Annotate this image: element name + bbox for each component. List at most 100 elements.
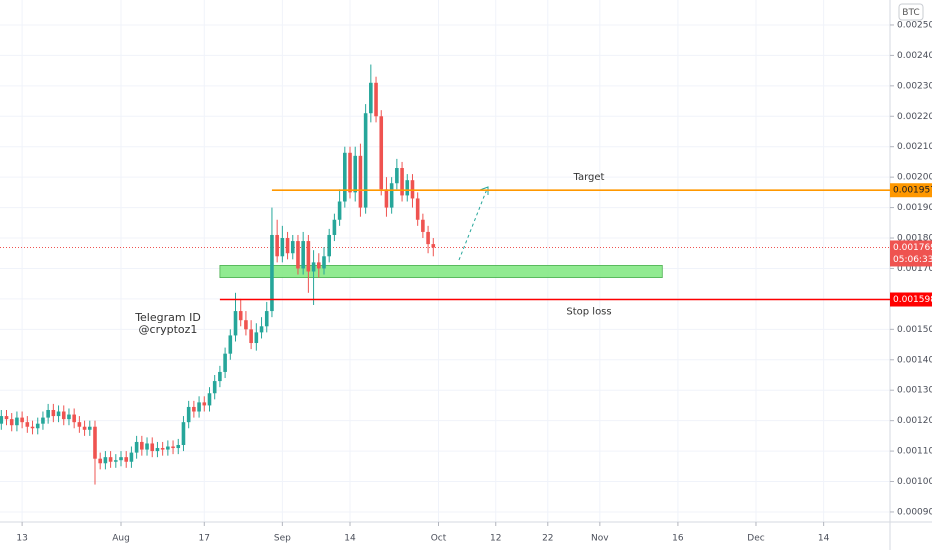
- price-tag-label: 0.001957: [893, 186, 932, 196]
- x-tick-label: Aug: [112, 534, 130, 544]
- candle-body: [233, 311, 238, 336]
- projection-arrow: [458, 186, 489, 261]
- candle-body: [301, 241, 305, 269]
- level-name: Stop loss: [566, 307, 611, 318]
- candle-body: [275, 234, 279, 257]
- candle-body: [270, 234, 274, 312]
- candle-body: [249, 329, 253, 344]
- candle-body: [374, 82, 378, 117]
- candle-body: [197, 402, 201, 412]
- candle-body: [254, 332, 259, 344]
- candle-body: [389, 183, 394, 208]
- candle-body: [410, 180, 415, 199]
- support-zone: [219, 265, 663, 278]
- currency-box[interactable]: [898, 3, 924, 21]
- candle-body: [431, 244, 436, 248]
- candle-body: [4, 416, 9, 420]
- candle-body: [353, 155, 358, 193]
- candle-body: [9, 419, 14, 426]
- candle-body: [72, 414, 76, 423]
- candle-body: [87, 426, 92, 430]
- candle-body: [15, 417, 19, 426]
- countdown: 05:06:33: [893, 255, 932, 265]
- price-tag: [890, 183, 932, 198]
- candle-body: [171, 446, 175, 449]
- candle-body: [56, 411, 61, 417]
- candle-body: [212, 381, 217, 394]
- x-tick-label: 14: [344, 534, 356, 544]
- candle-body: [134, 441, 139, 453]
- candle-body: [202, 402, 207, 406]
- candle-body: [51, 409, 56, 417]
- candle-body: [108, 457, 113, 462]
- candle-body: [20, 417, 24, 423]
- level-name: Target: [573, 172, 605, 183]
- candle-body: [332, 219, 337, 235]
- candle-body: [155, 448, 160, 452]
- candle-body: [30, 426, 35, 429]
- candle-body: [337, 201, 342, 220]
- candle-body: [238, 311, 243, 321]
- candle-body: [264, 311, 269, 327]
- candle-body: [166, 446, 170, 450]
- candle-body: [46, 409, 50, 418]
- candle-body: [140, 441, 144, 450]
- grid: [0, 0, 890, 522]
- candle-body: [421, 219, 425, 232]
- candle-body: [400, 168, 404, 196]
- candle-body: [322, 256, 326, 269]
- candle-body: [192, 406, 196, 412]
- annotation-text: @cryptoz1: [139, 323, 198, 336]
- candle-body: [61, 411, 66, 420]
- candle-body: [145, 443, 149, 450]
- candle-body: [218, 371, 222, 382]
- candle-body: [343, 152, 347, 202]
- price-tag: [890, 240, 932, 267]
- candle-body: [129, 452, 134, 462]
- candle-body: [119, 457, 123, 461]
- candle-body: [67, 414, 71, 420]
- candle-body: [379, 116, 384, 190]
- x-tick-label: 16: [672, 534, 684, 544]
- candle-body: [176, 444, 181, 449]
- x-tick-label: 17: [199, 534, 210, 544]
- arrow-head: [479, 186, 489, 195]
- candle-body: [0, 416, 4, 424]
- candle-body: [348, 152, 352, 193]
- candle-body: [25, 422, 30, 427]
- candle-body: [395, 168, 399, 184]
- candle-body: [369, 82, 373, 114]
- x-tick-label: Nov: [591, 534, 609, 544]
- price-tag: [890, 292, 932, 307]
- candle-body: [296, 241, 300, 269]
- candle-body: [77, 422, 82, 427]
- candle-body: [207, 393, 212, 406]
- candle-body: [327, 234, 331, 257]
- candle-body: [150, 443, 155, 452]
- candle-body: [244, 320, 248, 330]
- x-tick-label: 22: [542, 534, 553, 544]
- x-tick-label: Dec: [747, 534, 764, 544]
- candle-body: [35, 423, 40, 429]
- candle-body: [311, 262, 316, 272]
- candle-body: [259, 326, 264, 333]
- y-tick-label: 0.002500: [897, 20, 932, 30]
- x-tick-label: 12: [490, 534, 501, 544]
- candle-body: [228, 335, 233, 354]
- candle-body: [405, 180, 410, 196]
- candle-body: [103, 457, 108, 464]
- candle-body: [186, 406, 191, 423]
- candle-body: [114, 460, 118, 462]
- candle-body: [98, 458, 102, 464]
- price-tag-label: 0.001769: [893, 243, 932, 253]
- candle-body: [41, 417, 45, 424]
